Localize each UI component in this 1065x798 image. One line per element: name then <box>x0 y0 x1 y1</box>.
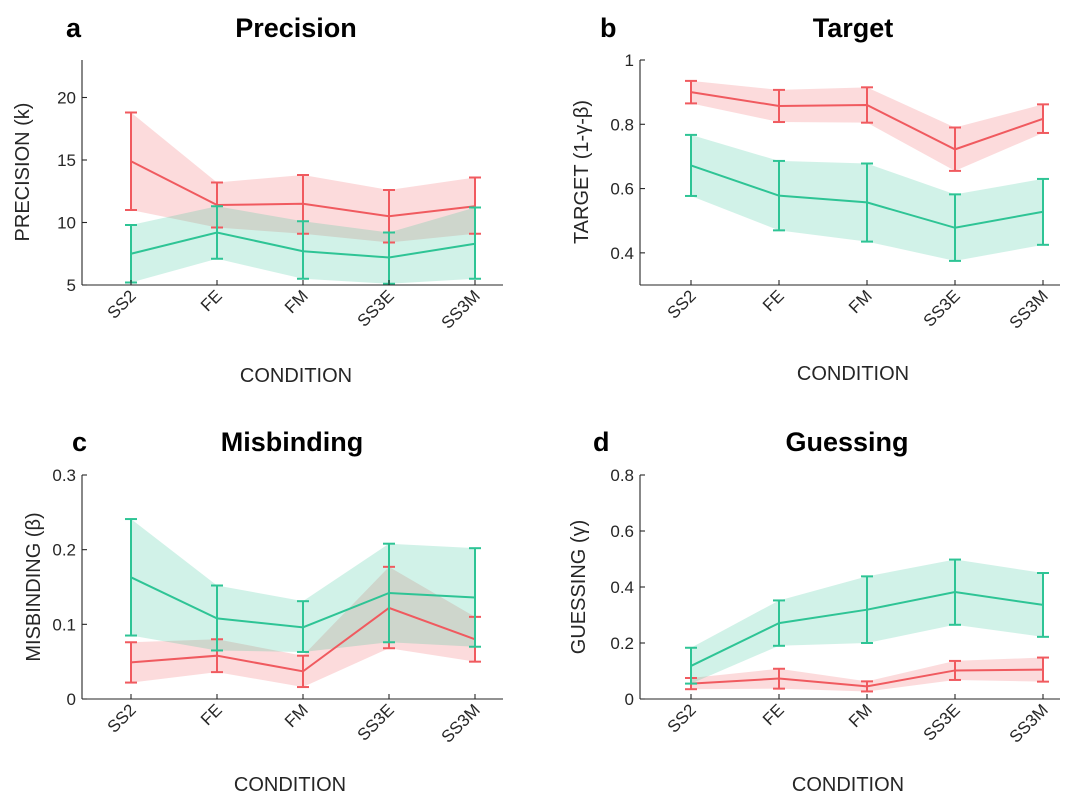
panel-b-ytick-label: 0.4 <box>610 244 634 263</box>
panel-c-letter: c <box>72 427 87 457</box>
panel-a-ytick-label: 5 <box>67 276 76 295</box>
panel-b-ylabel: TARGET (1-γ-β) <box>571 100 593 244</box>
panel-d-errorbar-teal <box>685 646 697 685</box>
panel-d-ytick-label: 0.6 <box>610 522 634 541</box>
panel-a-errorbar-teal <box>297 220 309 280</box>
panel-a: a Precision CONDITION PRECISION (k) 5 10 1… <box>12 13 503 387</box>
panel-a-title: Precision <box>235 13 357 43</box>
panel-b-ytick-label: 0.8 <box>610 115 634 134</box>
panel-b-ytick-label: 0.6 <box>610 180 634 199</box>
panel-d-ytick-label: 0.4 <box>610 578 634 597</box>
panel-a-errorbar-teal <box>469 206 481 280</box>
panel-d-ylabel: GUESSING (γ) <box>568 520 590 654</box>
panel-d-ytick-label: 0 <box>625 690 634 709</box>
panel-a-ytick-label: 20 <box>57 89 76 108</box>
panel-d-errorbar-teal <box>949 558 961 626</box>
panel-b-letter: b <box>600 13 617 43</box>
panel-b-errorbar-red <box>1037 103 1049 134</box>
panel-b-xlabel: CONDITION <box>797 363 909 385</box>
panel-d-errorbar-red <box>773 667 785 690</box>
panel-b-errorbar-teal <box>949 193 961 262</box>
panel-c-errorbar-teal <box>297 600 309 653</box>
panel-b-errorbar-teal <box>1037 177 1049 246</box>
panel-c-errorbar-teal <box>211 584 223 652</box>
panel-a-ylabel: PRECISION (k) <box>12 103 34 242</box>
panel-c-ytick-label: 0.1 <box>52 615 76 634</box>
panel-b-title: Target <box>813 13 894 43</box>
panel-b-errorbar-red <box>949 126 961 172</box>
panel-a-xlabel: CONDITION <box>240 365 352 387</box>
panel-d-xlabel: CONDITION <box>792 774 904 796</box>
panel-c-ytick-label: 0 <box>67 690 76 709</box>
panel-b-errorbar-teal <box>861 162 873 243</box>
panel-c-title: Misbinding <box>221 427 363 457</box>
panel-b-ytick-label: 1 <box>625 51 634 70</box>
panel-a-ytick-label: 10 <box>57 214 76 233</box>
panel-d-ytick-label: 0.2 <box>610 634 634 653</box>
panel-a-letter: a <box>66 13 82 43</box>
panel-d-ytick-label: 0.8 <box>610 466 634 485</box>
panel-c-ytick-label: 0.3 <box>52 466 76 485</box>
panel-c-ytick-label: 0.2 <box>52 541 76 560</box>
panel-c: c Misbinding CONDITION MISBINDING (β) 0 0… <box>23 427 503 796</box>
panel-a-ytick-label: 15 <box>57 151 76 170</box>
panel-c-ylabel: MISBINDING (β) <box>23 512 45 661</box>
panel-c-xlabel: CONDITION <box>234 774 346 796</box>
panel-d-title: Guessing <box>785 427 908 457</box>
panel-d-letter: d <box>593 427 610 457</box>
